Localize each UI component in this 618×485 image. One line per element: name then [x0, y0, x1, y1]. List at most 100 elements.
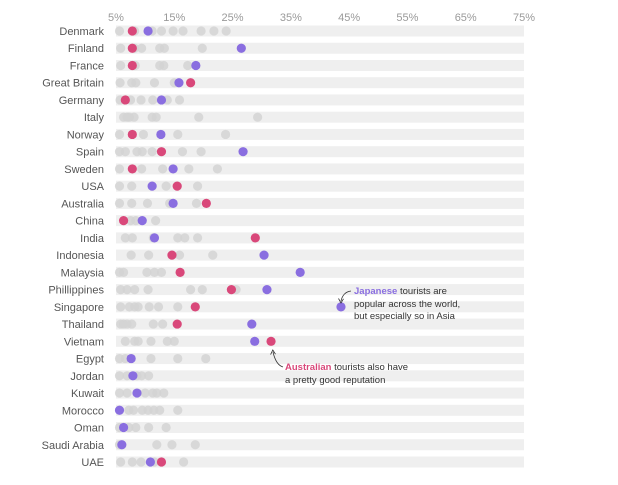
japanese-dot-saudi-arabia — [117, 440, 127, 450]
country-label-italy: Italy — [84, 112, 105, 124]
row-band-sweden — [116, 163, 524, 175]
japanese-dot-sweden — [168, 164, 178, 174]
other-dot-uae — [136, 457, 146, 467]
x-tick-label: 75% — [513, 12, 535, 24]
japanese-annotation-arrowhead — [338, 298, 344, 304]
other-dot-norway — [220, 129, 231, 140]
other-dot-denmark — [178, 26, 188, 36]
row-band-france — [116, 59, 524, 71]
other-dot-phillippines — [116, 285, 126, 295]
country-label-sweden: Sweden — [64, 164, 104, 176]
other-dot-singapore — [144, 302, 154, 312]
country-label-thailand: Thailand — [62, 319, 104, 331]
row-band-usa — [116, 180, 524, 192]
other-dot-india — [173, 233, 183, 243]
other-dot-sweden — [158, 164, 168, 174]
australian-dot-singapore — [190, 302, 200, 312]
other-dot-denmark — [168, 26, 178, 36]
other-dot-sweden — [137, 164, 147, 174]
other-dot-oman — [131, 422, 141, 433]
row-band-uae — [116, 456, 524, 468]
other-dot-malaysia — [118, 267, 129, 277]
other-nationality-dots — [114, 26, 263, 467]
country-label-france: France — [70, 60, 104, 72]
row-band-phillippines — [116, 284, 524, 296]
country-label-jordan: Jordan — [70, 371, 104, 383]
other-dot-singapore — [153, 302, 164, 312]
australian-dot-australia — [201, 198, 211, 208]
other-dot-sweden — [184, 164, 194, 174]
country-label-oman: Oman — [74, 423, 104, 435]
australian-annotation-line2: a pretty good reputation — [285, 374, 386, 386]
other-dot-france — [183, 60, 193, 71]
australian-dot-sweden — [127, 164, 137, 174]
other-dot-norway — [173, 129, 183, 140]
other-dot-usa — [161, 181, 171, 191]
australian-dot-thailand — [172, 319, 182, 329]
australian-annotation-arrow — [272, 351, 284, 368]
japanese-dot-egypt — [126, 353, 136, 364]
row-band-malaysia — [116, 266, 524, 278]
other-dot-germany — [136, 95, 146, 105]
australian-dot-india — [250, 233, 260, 243]
other-dot-vietnam — [133, 336, 143, 346]
other-dot-spain — [137, 147, 147, 157]
japanese-dot-denmark — [143, 26, 153, 36]
row-band-germany — [116, 94, 524, 106]
japanese-dot-spain — [238, 147, 248, 157]
other-dot-saudi-arabia — [190, 440, 200, 450]
other-dot-denmark — [221, 26, 231, 36]
japanese-dot-finland — [236, 43, 246, 53]
country-label-phillippines: Phillippines — [48, 285, 104, 297]
x-tick-label: 65% — [455, 12, 477, 24]
other-dot-phillippines — [122, 285, 132, 295]
row-band-morocco — [116, 404, 524, 416]
x-axis-ticks: 5% 15% 25% 35% 45% 55% 65% 75% — [108, 12, 535, 24]
japanese-dot-morocco — [114, 405, 125, 415]
japanese-dot-norway — [156, 129, 166, 140]
other-dot-vietnam — [146, 336, 156, 346]
australian-dot-france — [127, 60, 137, 71]
other-dot-egypt — [173, 353, 183, 364]
other-dot-india — [127, 233, 137, 243]
x-tick-label: 35% — [280, 12, 302, 24]
other-dot-jordan — [137, 371, 147, 381]
japanese-dot-kuwait — [132, 388, 142, 398]
other-dot-egypt — [146, 353, 156, 364]
country-label-usa: USA — [81, 181, 104, 193]
row-band-kuwait — [116, 387, 524, 399]
other-dot-usa — [127, 181, 137, 191]
japanese-dot-indonesia — [259, 250, 269, 260]
other-dot-morocco — [128, 405, 139, 415]
other-dot-phillippines — [130, 285, 140, 295]
japanese-dot-malaysia — [295, 267, 305, 277]
other-dot-denmark — [156, 26, 167, 36]
country-label-germany: Germany — [59, 95, 105, 107]
other-dot-china — [151, 216, 161, 226]
other-dot-kuwait — [152, 388, 162, 398]
japanese-dot-great-britain — [174, 78, 184, 88]
japanese-dot-vietnam — [250, 336, 260, 346]
other-dot-denmark — [209, 26, 219, 36]
row-bands — [116, 25, 524, 468]
x-tick-label: 55% — [396, 12, 418, 24]
country-label-china: China — [75, 216, 105, 228]
country-label-finland: Finland — [68, 43, 104, 55]
australian-dot-vietnam — [266, 336, 276, 346]
country-label-saudi-arabia: Saudi Arabia — [42, 440, 105, 452]
japanese-annotation-line3: but especially so in Asia — [354, 311, 455, 322]
other-dot-jordan — [144, 371, 154, 381]
other-dot-singapore — [133, 302, 143, 312]
other-dot-usa — [114, 181, 125, 191]
australian-annotation-highlight: Australian — [285, 362, 332, 373]
other-dot-great-britain — [149, 78, 160, 88]
other-dot-egypt — [201, 353, 211, 364]
row-band-singapore — [116, 301, 524, 313]
australian-dot-denmark — [127, 26, 137, 36]
other-dot-denmark — [196, 26, 206, 36]
other-dot-australia — [114, 198, 125, 208]
row-band-saudi-arabia — [116, 439, 524, 451]
japanese-dot-india — [149, 233, 160, 243]
australian-dot-finland — [127, 43, 137, 53]
country-label-vietnam: Vietnam — [64, 336, 104, 348]
